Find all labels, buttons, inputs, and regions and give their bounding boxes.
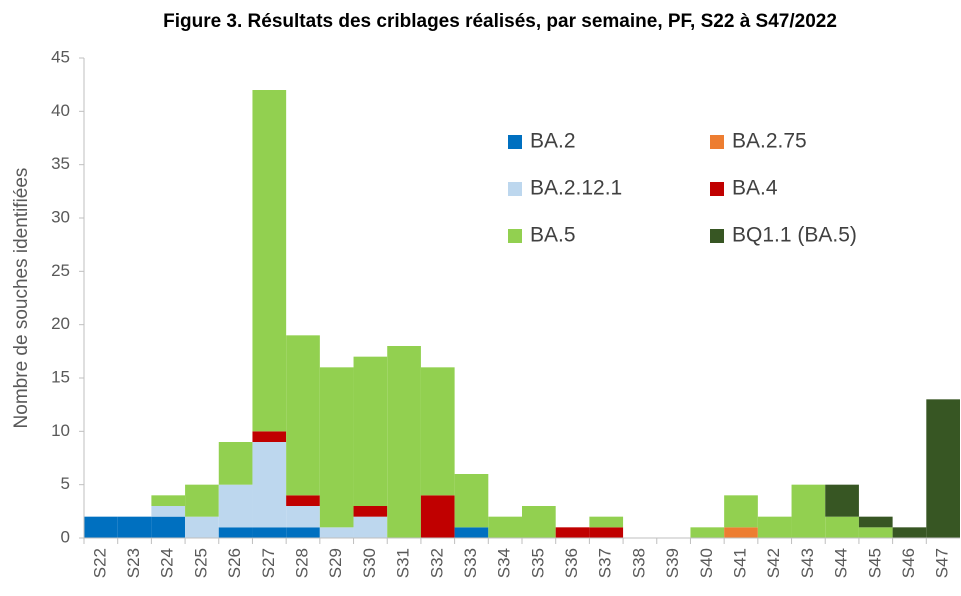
y-tick-label: 5 (61, 474, 70, 493)
bar-segment (252, 431, 287, 442)
legend-label: BA.5 (530, 224, 576, 247)
bar-segment (858, 527, 893, 538)
bar-segment (454, 474, 489, 528)
bar-segment (353, 516, 388, 538)
bar-segment (791, 484, 826, 538)
y-tick-label: 15 (51, 367, 70, 386)
bar-segment (117, 516, 152, 538)
bar-segment (218, 527, 253, 538)
bar-segment (420, 367, 455, 496)
bar-segment (252, 442, 287, 528)
bar-segment (286, 335, 320, 496)
x-tick-label: S22 (90, 548, 109, 578)
bar-segment (252, 90, 287, 432)
x-tick-label: S36 (562, 548, 581, 578)
legend-swatch (508, 182, 522, 196)
bar-segment (724, 495, 758, 528)
bar-segment (319, 527, 354, 538)
bar-segment (151, 495, 186, 506)
x-tick-label: S45 (865, 548, 884, 578)
x-tick-label: S44 (832, 548, 851, 578)
legend-label: BA.4 (732, 177, 778, 200)
x-tick-label: S37 (596, 548, 615, 578)
x-tick-label: S33 (461, 548, 480, 578)
bar-segment (353, 506, 388, 517)
y-tick-label: 10 (51, 421, 70, 440)
x-tick-label: S35 (528, 548, 547, 578)
bar-segment (218, 484, 253, 528)
legend-swatch (710, 135, 724, 149)
legend-label: BA.2.75 (732, 130, 807, 153)
legend-label: BA.2 (530, 130, 576, 153)
bar-segment (218, 442, 253, 485)
bar-segment (286, 506, 320, 528)
y-axis-label: Nombre de souches identifiées (11, 168, 32, 429)
legend-swatch (710, 182, 724, 196)
bar-segment (252, 527, 287, 538)
y-tick-label: 30 (51, 207, 70, 226)
bar-segment (84, 516, 118, 538)
x-tick-label: S47 (933, 548, 952, 578)
bar-segment (892, 527, 927, 538)
bar-segment (926, 399, 960, 538)
x-tick-label: S29 (326, 548, 345, 578)
bar-segment (555, 527, 590, 538)
x-tick-label: S38 (629, 548, 648, 578)
y-tick-label: 20 (51, 314, 70, 333)
bar-segment (387, 346, 421, 538)
x-tick-label: S28 (292, 548, 311, 578)
x-tick-label: S26 (225, 548, 244, 578)
bar-segment (151, 516, 186, 538)
bar-segment (589, 527, 624, 538)
bar-segment (319, 367, 354, 528)
bar-segment (589, 516, 624, 528)
x-tick-label: S42 (764, 548, 783, 578)
legend-label: BA.2.12.1 (530, 177, 622, 200)
bar-segment (185, 516, 219, 538)
bar-segment (488, 516, 522, 538)
x-tick-label: S31 (394, 548, 413, 578)
y-tick-label: 45 (51, 47, 70, 66)
x-tick-label: S39 (663, 548, 682, 578)
y-tick-label: 25 (51, 261, 70, 280)
bar-segment (724, 527, 758, 538)
y-tick-label: 40 (51, 101, 70, 120)
y-tick-label: 35 (51, 154, 70, 173)
x-tick-label: S43 (798, 548, 817, 578)
x-tick-label: S40 (697, 548, 716, 578)
bar-segment (353, 356, 388, 506)
bar-segment (420, 495, 455, 538)
x-tick-label: S34 (495, 548, 514, 578)
x-tick-label: S27 (259, 548, 278, 578)
x-tick-label: S30 (360, 548, 379, 578)
x-tick-label: S25 (191, 548, 210, 578)
bar-segment (825, 516, 859, 538)
chart-title: Figure 3. Résultats des criblages réalis… (163, 11, 837, 32)
legend-swatch (508, 135, 522, 149)
bar-segment (825, 484, 859, 517)
legend-swatch (508, 229, 522, 243)
x-tick-label: S24 (158, 548, 177, 578)
x-tick-label: S46 (899, 548, 918, 578)
x-tick-label: S41 (730, 548, 749, 578)
bar-segment (185, 484, 219, 517)
bar-segment (757, 516, 792, 538)
x-tick-label: S32 (427, 548, 446, 578)
legend-label: BQ1.1 (BA.5) (732, 224, 857, 247)
bar-segment (690, 527, 725, 538)
bar-segment (522, 506, 556, 538)
x-tick-label: S23 (124, 548, 143, 578)
bar-segment (286, 527, 320, 538)
bar-segment (858, 516, 893, 528)
bar-segment (454, 527, 489, 538)
y-tick-label: 0 (61, 527, 70, 546)
bar-segment (286, 495, 320, 506)
bar-segment (151, 506, 186, 517)
legend-swatch (710, 229, 724, 243)
